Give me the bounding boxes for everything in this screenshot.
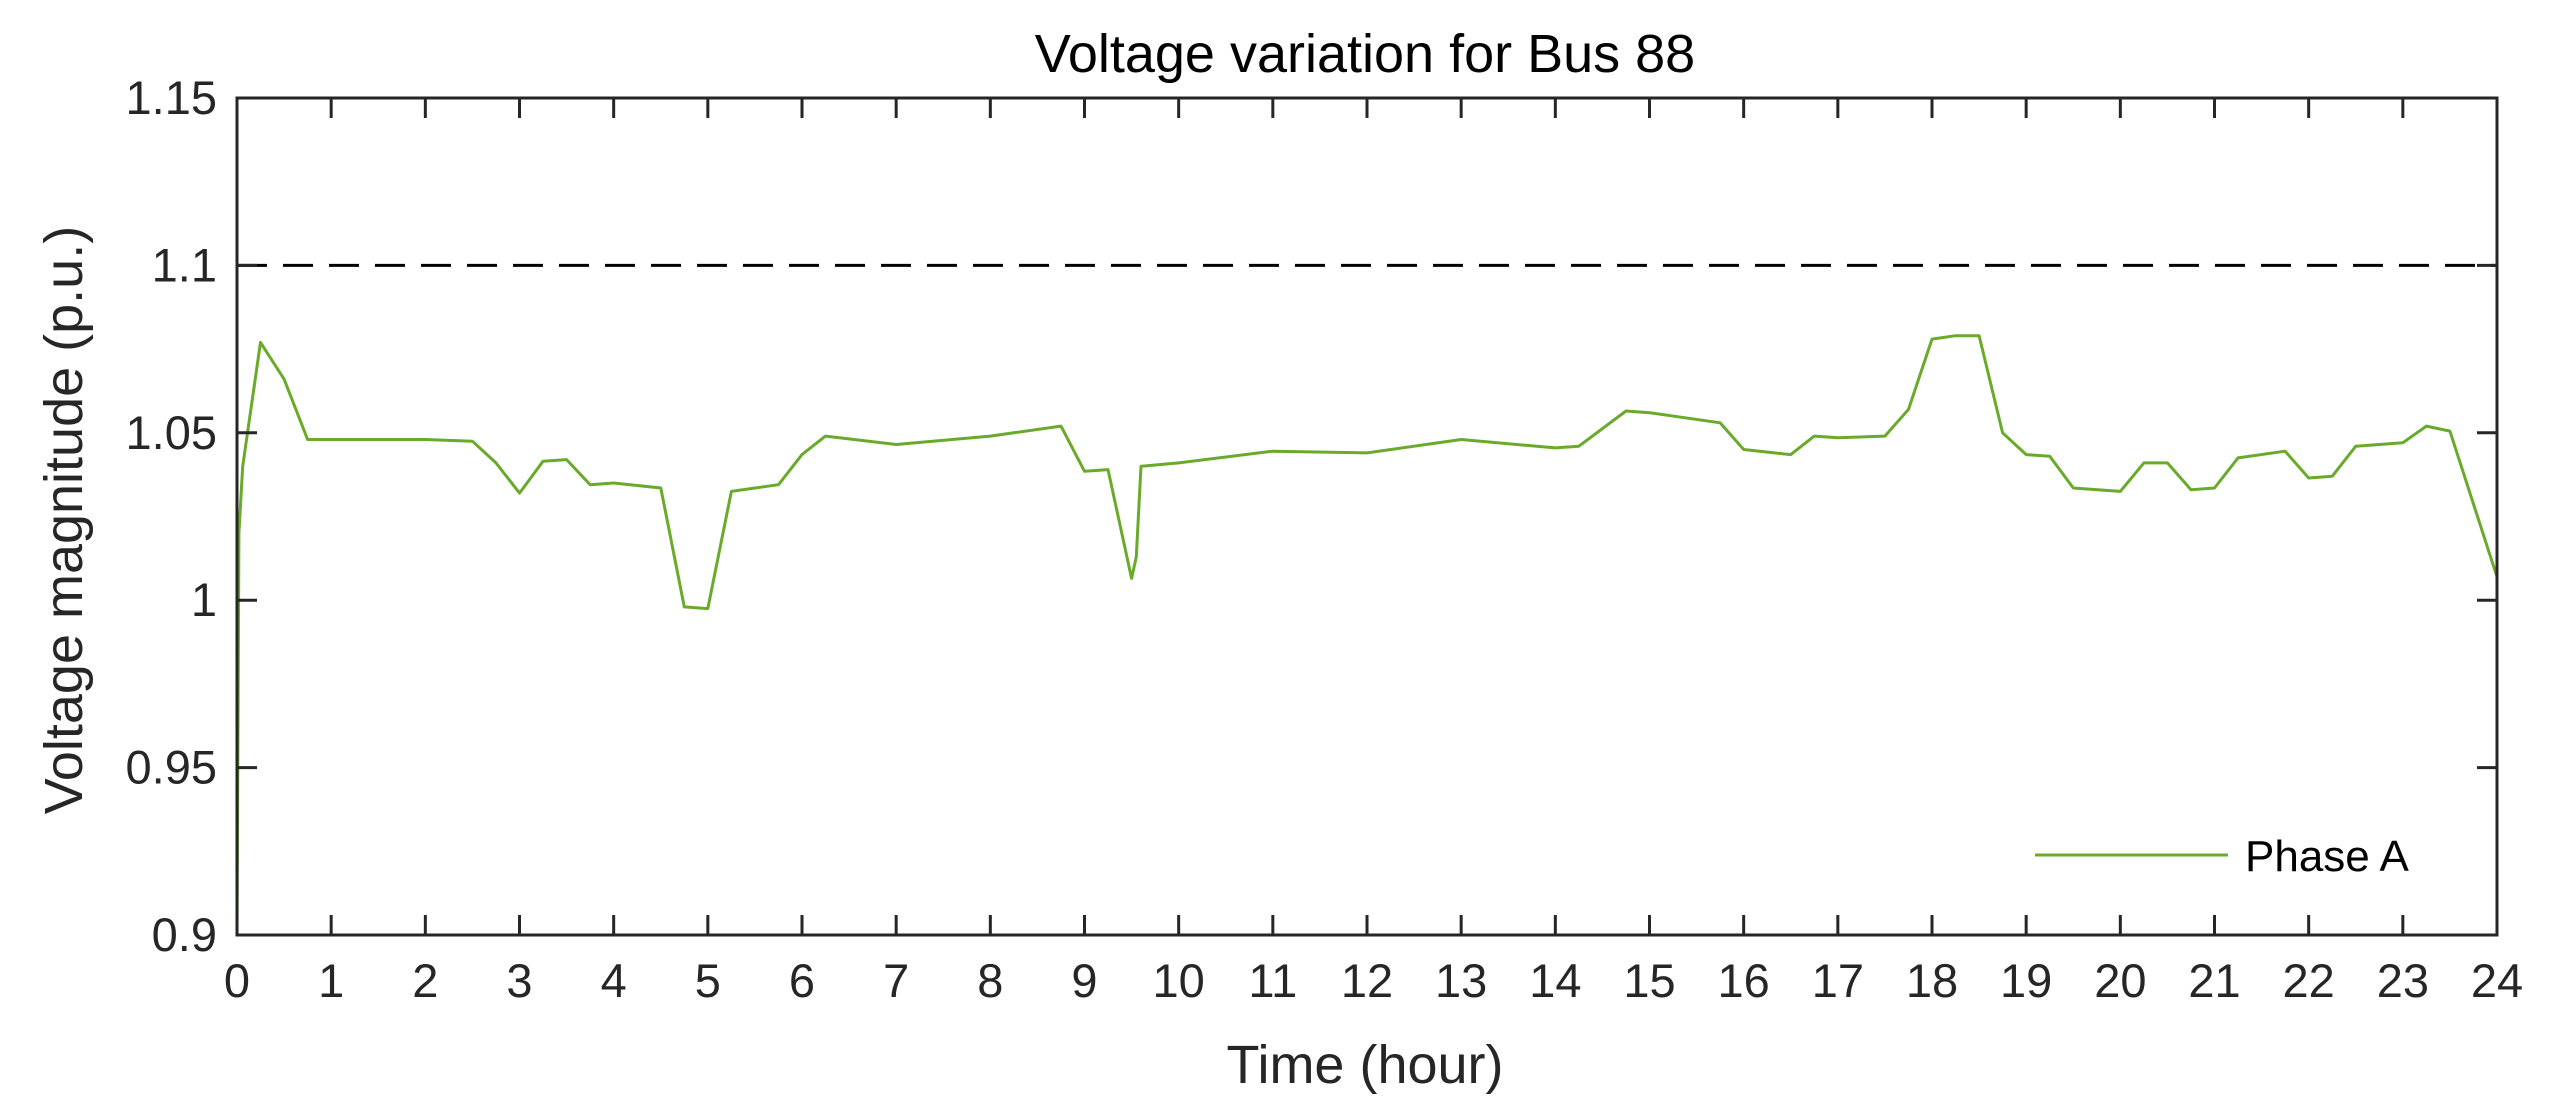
x-tick-label-18: 18 [1906, 954, 1958, 1007]
x-tick-label-3: 3 [506, 954, 532, 1007]
plot-area [237, 98, 2497, 935]
y-tick-label-0: 0.9 [152, 908, 217, 961]
x-tick-label-24: 24 [2471, 954, 2523, 1007]
x-tick-label-23: 23 [2377, 954, 2429, 1007]
x-tick-label-20: 20 [2094, 954, 2146, 1007]
series-line-phase-a [235, 334, 2499, 936]
y-tick-label-5: 1.15 [126, 71, 217, 124]
ticks-group [235, 96, 2499, 937]
legend-label-phase-a: Phase A [2245, 832, 2410, 881]
x-tick-label-14: 14 [1529, 954, 1581, 1007]
x-tick-label-7: 7 [883, 954, 909, 1007]
x-tick-label-15: 15 [1623, 954, 1675, 1007]
x-tick-label-2: 2 [412, 954, 438, 1007]
y-axis-title: Voltage magnitude (p.u.) [34, 226, 94, 814]
x-tick-label-9: 9 [1071, 954, 1097, 1007]
x-tick-label-4: 4 [601, 954, 627, 1007]
x-tick-label-11: 11 [1248, 954, 1297, 1007]
x-tick-label-21: 21 [2188, 954, 2240, 1007]
series-group [235, 334, 2499, 936]
y-tick-label-2: 1 [191, 573, 217, 626]
legend-box [2025, 822, 2465, 900]
chart-title: Voltage variation for Bus 88 [1035, 24, 1695, 84]
y-tick-label-4: 1.1 [152, 238, 217, 291]
x-tick-label-8: 8 [977, 954, 1003, 1007]
y-tick-label-3: 1.05 [126, 406, 217, 459]
y-tick-labels: 0.9 0.95 1 1.05 1.1 1.15 [126, 71, 217, 961]
x-tick-label-5: 5 [695, 954, 721, 1007]
legend: Phase A [2025, 822, 2465, 900]
x-tick-label-1: 1 [318, 954, 344, 1007]
x-tick-label-12: 12 [1341, 954, 1393, 1007]
x-tick-labels: 0 1 2 3 4 5 6 7 8 9 10 11 12 13 14 15 16 17 18 19 20 21 22 23 24 [224, 954, 2523, 1007]
x-tick-label-22: 22 [2283, 954, 2335, 1007]
x-tick-label-16: 16 [1718, 954, 1770, 1007]
x-tick-label-10: 10 [1153, 954, 1205, 1007]
plot-background [237, 98, 2497, 935]
x-axis-title: Time (hour) [1226, 1035, 1503, 1095]
x-tick-label-6: 6 [789, 954, 815, 1007]
x-tick-label-17: 17 [1812, 954, 1864, 1007]
x-tick-label-19: 19 [2000, 954, 2052, 1007]
x-tick-label-13: 13 [1435, 954, 1487, 1007]
y-tick-label-1: 0.95 [126, 741, 217, 794]
x-tick-label-0: 0 [224, 954, 250, 1007]
